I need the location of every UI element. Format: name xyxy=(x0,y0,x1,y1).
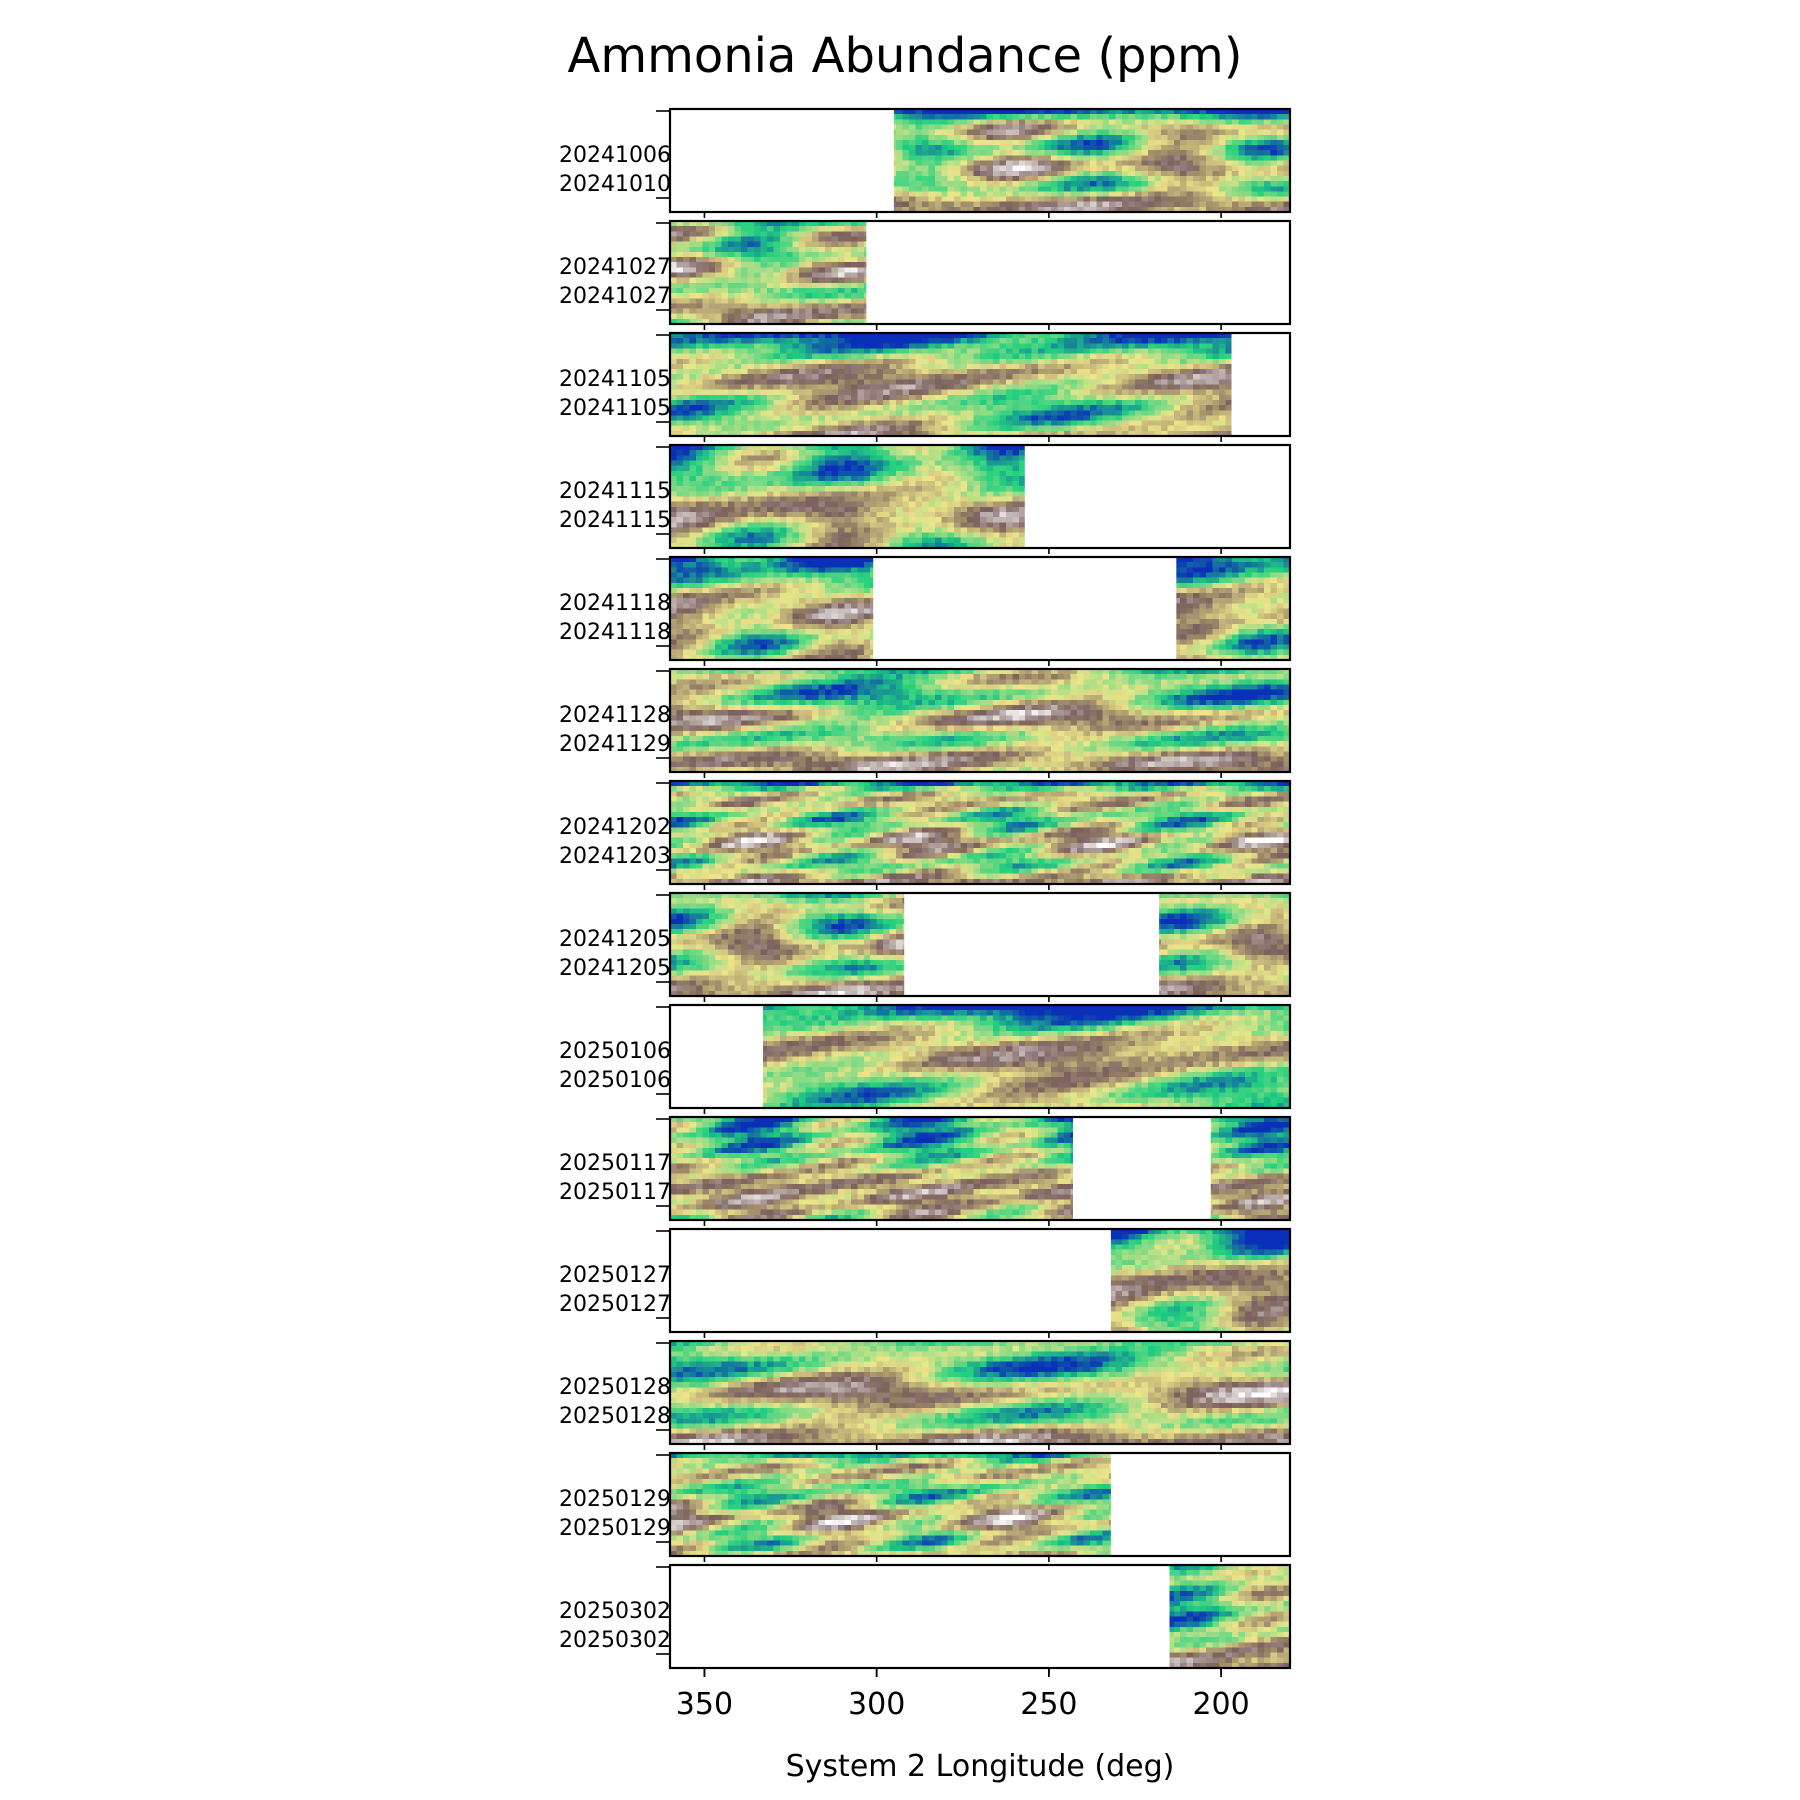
panel-frame xyxy=(668,667,1292,774)
panel-date-start: 20241128 xyxy=(559,703,671,728)
panel-date-end: 20250106 xyxy=(559,1068,671,1093)
panel-frame xyxy=(668,1115,1292,1222)
panel-3: 20241105 20241105 xyxy=(559,331,1292,442)
panel-heatmap-9 xyxy=(763,1005,1290,1108)
panel-8: 20241205 20241205 xyxy=(559,891,1292,1002)
panel-heatmap-4 xyxy=(670,445,1025,548)
panel-heatmap-1 xyxy=(893,109,1291,212)
panel-frame xyxy=(668,555,1292,662)
panel-date-start: 20241118 xyxy=(559,591,671,616)
panel-11: 20250127 20250127 xyxy=(559,1227,1292,1338)
panel-date-end: 20241203 xyxy=(559,844,671,869)
panel-heatmap-12 xyxy=(670,1341,1290,1444)
panel-date-start: 20241205 xyxy=(559,927,671,952)
panel-heatmap-5 xyxy=(670,557,1291,660)
x-tick-label: 300 xyxy=(848,1687,905,1722)
panel-7: 20241202 20241203 xyxy=(559,779,1292,890)
panel-10: 20250117 20250117 xyxy=(559,1115,1292,1226)
panel-date-end: 20241027 xyxy=(559,284,671,309)
x-tick-label: 350 xyxy=(676,1687,733,1722)
panel-frame xyxy=(668,331,1292,438)
panel-heatmap-6 xyxy=(670,669,1290,772)
panel-frame xyxy=(668,443,1292,550)
x-axis: 350 300 250 200 xyxy=(676,1668,1250,1722)
panel-frame xyxy=(668,1563,1292,1670)
panel-frame xyxy=(668,1227,1292,1334)
chart-title: Ammonia Abundance (ppm) xyxy=(568,28,1243,84)
panel-frame xyxy=(668,107,1292,214)
panel-date-end: 20241118 xyxy=(559,620,671,645)
panel-date-end: 20241129 xyxy=(559,732,671,757)
panel-frame xyxy=(668,1451,1292,1558)
panel-date-end: 20250129 xyxy=(559,1516,671,1541)
x-tick-label: 200 xyxy=(1192,1687,1249,1722)
panel-date-start: 20241115 xyxy=(559,479,671,504)
panel-date-start: 20250129 xyxy=(559,1487,671,1512)
panel-date-start: 20241105 xyxy=(559,367,671,392)
panel-date-end: 20241115 xyxy=(559,508,671,533)
panel-1: 20241006 20241010 xyxy=(559,107,1292,218)
panel-date-start: 20250128 xyxy=(559,1375,671,1400)
x-tick-label: 250 xyxy=(1020,1687,1077,1722)
panel-frame xyxy=(668,219,1292,326)
panel-date-start: 20241006 xyxy=(559,143,671,168)
panel-date-end: 20250302 xyxy=(559,1628,671,1653)
panel-frame xyxy=(668,779,1292,886)
panel-date-start: 20241027 xyxy=(559,255,671,280)
panel-heatmap-11 xyxy=(1110,1229,1291,1332)
panel-heatmap-7 xyxy=(670,781,1290,884)
panel-date-end: 20250128 xyxy=(559,1404,671,1429)
x-axis-label: System 2 Longitude (deg) xyxy=(786,1749,1175,1784)
panel-heatmap-3 xyxy=(670,333,1232,436)
panel-date-start: 20250127 xyxy=(559,1263,671,1288)
panel-heatmap-10 xyxy=(670,1117,1291,1220)
panel-date-start: 20241202 xyxy=(559,815,671,840)
panel-5: 20241118 20241118 xyxy=(559,555,1292,666)
panel-heatmap-2 xyxy=(670,221,867,324)
panel-date-end: 20250117 xyxy=(559,1180,671,1205)
panel-date-end: 20241010 xyxy=(559,172,671,197)
panel-date-end: 20250127 xyxy=(559,1292,671,1317)
panel-6: 20241128 20241129 xyxy=(559,667,1292,778)
panel-13: 20250129 20250129 xyxy=(559,1451,1292,1562)
panel-heatmap-8 xyxy=(670,893,1290,996)
panel-frame xyxy=(668,1339,1292,1446)
panel-date-end: 20241205 xyxy=(559,956,671,981)
panel-date-start: 20250106 xyxy=(559,1039,671,1064)
panel-heatmap-14 xyxy=(1169,1565,1291,1668)
panel-14: 20250302 20250302 xyxy=(559,1563,1292,1674)
panel-2: 20241027 20241027 xyxy=(559,219,1292,330)
panel-4: 20241115 20241115 xyxy=(559,443,1292,554)
panel-frame xyxy=(668,1003,1292,1110)
panel-9: 20250106 20250106 xyxy=(559,1003,1292,1114)
panel-heatmap-13 xyxy=(670,1453,1111,1556)
panel-12: 20250128 20250128 xyxy=(559,1339,1292,1450)
panel-frame xyxy=(668,891,1292,998)
panel-date-start: 20250117 xyxy=(559,1151,671,1176)
panel-date-end: 20241105 xyxy=(559,396,671,421)
panels-group: 20241006 20241010 20241027 20241027 20241105… xyxy=(559,107,1292,1674)
panel-date-start: 20250302 xyxy=(559,1599,671,1624)
